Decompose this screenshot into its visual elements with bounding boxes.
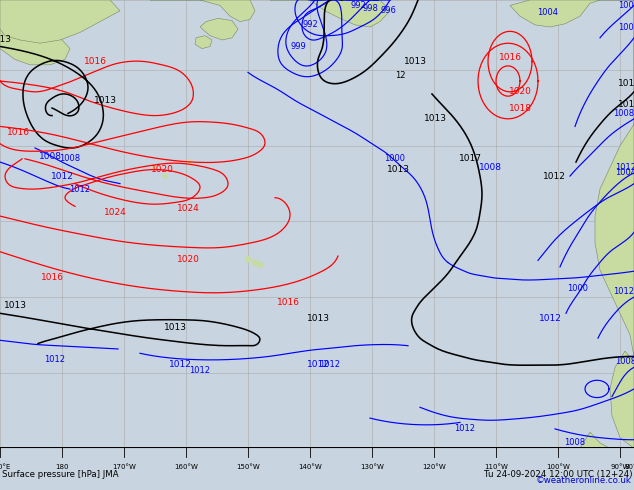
Text: 1012: 1012 [44, 355, 65, 364]
Text: Tu 24-09-2024 12:00 UTC (12+24): Tu 24-09-2024 12:00 UTC (12+24) [484, 470, 632, 479]
Text: 996: 996 [380, 6, 396, 15]
Text: 1013: 1013 [0, 35, 11, 45]
Text: 1012: 1012 [320, 360, 340, 368]
Text: 1012: 1012 [70, 185, 91, 194]
Text: 150°W: 150°W [236, 464, 260, 470]
Text: 130°W: 130°W [360, 464, 384, 470]
Polygon shape [150, 0, 255, 22]
Circle shape [257, 262, 262, 268]
Text: 1000: 1000 [384, 154, 406, 163]
Polygon shape [195, 36, 212, 49]
Circle shape [245, 257, 250, 262]
Text: 1008: 1008 [616, 357, 634, 367]
Text: 1012: 1012 [307, 360, 330, 368]
Text: 1013: 1013 [164, 323, 186, 332]
Text: 1008: 1008 [564, 439, 586, 447]
Polygon shape [200, 18, 238, 40]
Text: 1016: 1016 [498, 53, 522, 62]
Text: 170°W: 170°W [112, 464, 136, 470]
Text: 1012: 1012 [618, 100, 634, 109]
Text: 110°W: 110°W [484, 464, 508, 470]
Text: 160°W: 160°W [174, 464, 198, 470]
Text: Surface pressure [hPa] JMA: Surface pressure [hPa] JMA [2, 470, 119, 479]
Text: 100°W: 100°W [546, 464, 570, 470]
Text: 1013: 1013 [403, 57, 427, 66]
Polygon shape [510, 0, 634, 27]
Text: 1008: 1008 [614, 109, 634, 118]
Text: 1004: 1004 [616, 169, 634, 177]
Text: 1013: 1013 [4, 301, 27, 310]
Text: 1008: 1008 [60, 154, 81, 163]
Text: 1012: 1012 [455, 424, 476, 433]
Text: 1012: 1012 [169, 360, 191, 368]
Text: 1012: 1012 [51, 172, 74, 181]
Text: 1013: 1013 [618, 79, 634, 88]
Circle shape [153, 165, 157, 170]
Text: 1008: 1008 [479, 163, 501, 172]
Circle shape [252, 260, 257, 265]
Text: 1017: 1017 [458, 154, 481, 163]
Text: 1016: 1016 [41, 273, 63, 282]
Text: 1024: 1024 [103, 208, 126, 218]
Text: 1020: 1020 [150, 165, 174, 174]
Text: 1013: 1013 [93, 96, 117, 105]
Text: 992: 992 [302, 21, 318, 29]
Polygon shape [595, 0, 634, 448]
Text: 1004: 1004 [619, 23, 634, 31]
Polygon shape [270, 0, 390, 27]
Text: 1000: 1000 [619, 1, 634, 10]
Text: 1013: 1013 [306, 314, 330, 323]
Text: 1013: 1013 [387, 165, 410, 174]
Text: 1016: 1016 [84, 57, 107, 66]
Text: 1012: 1012 [616, 163, 634, 172]
Text: 1000: 1000 [567, 284, 588, 293]
Text: 1020: 1020 [508, 87, 531, 97]
Text: 1004: 1004 [538, 8, 559, 18]
Text: 1016: 1016 [276, 298, 299, 307]
Text: 1012: 1012 [190, 366, 210, 375]
Text: 180: 180 [55, 464, 68, 470]
Circle shape [163, 174, 167, 178]
Text: 1012: 1012 [538, 314, 562, 323]
Text: 1013: 1013 [424, 114, 446, 123]
Text: 1016: 1016 [6, 128, 30, 137]
Text: 90°W: 90°W [611, 464, 630, 470]
Text: 12: 12 [395, 71, 405, 80]
Text: 120°W: 120°W [422, 464, 446, 470]
Text: 992: 992 [350, 1, 366, 10]
Polygon shape [610, 351, 634, 448]
Text: 1020: 1020 [176, 255, 200, 264]
Circle shape [188, 160, 192, 164]
Polygon shape [0, 0, 120, 43]
Polygon shape [0, 0, 70, 65]
Text: 80°W: 80°W [624, 464, 634, 470]
Text: 999: 999 [290, 42, 306, 51]
Text: 998: 998 [362, 4, 378, 13]
Text: 1008: 1008 [39, 152, 61, 161]
Text: 170°E: 170°E [0, 464, 11, 470]
Text: ©weatheronline.co.uk: ©weatheronline.co.uk [536, 476, 632, 485]
Text: 1024: 1024 [177, 204, 199, 213]
Polygon shape [580, 432, 634, 448]
Text: 1012: 1012 [614, 287, 634, 296]
Text: 1012: 1012 [543, 172, 566, 181]
Text: 1018: 1018 [508, 103, 531, 113]
Text: 140°W: 140°W [298, 464, 322, 470]
